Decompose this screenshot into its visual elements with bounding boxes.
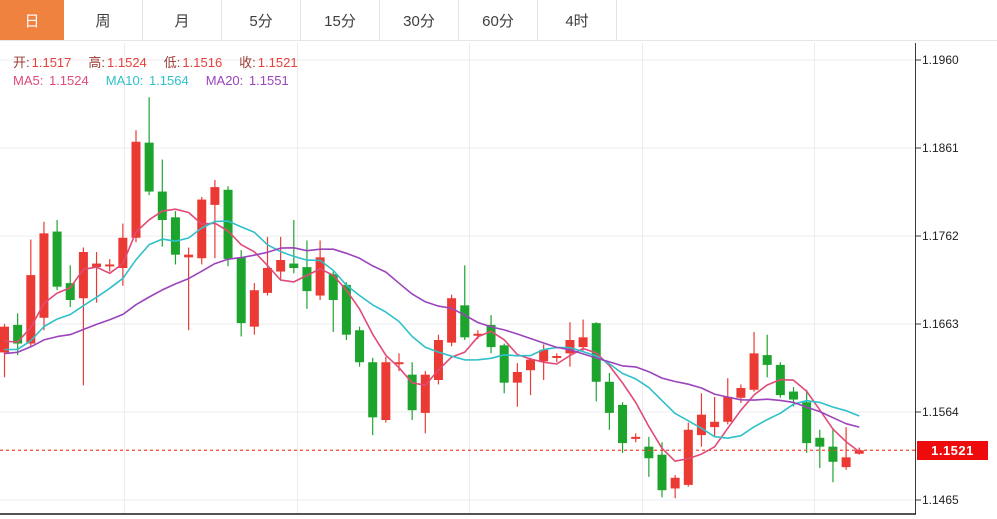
timeframe-tabbar: 日周月 5分 15分 30分 60分 4时 — [0, 0, 997, 41]
ohlc-legend: 开: 1.1517 高: 1.1524 低: 1.1516 收: 1.1521 — [13, 52, 315, 71]
candle-body — [762, 355, 772, 365]
candle-body — [302, 267, 312, 292]
candle-body — [854, 450, 864, 454]
candle-body — [368, 362, 378, 418]
candle-body — [26, 275, 36, 344]
axes — [0, 43, 921, 515]
candle-body — [499, 345, 509, 383]
candle-body — [157, 191, 167, 220]
candle-body — [552, 356, 562, 358]
candle-body — [381, 362, 391, 420]
candles-layer — [0, 97, 864, 499]
candle-body — [118, 237, 128, 268]
candle-body — [841, 457, 851, 468]
candle-body — [539, 349, 549, 362]
tab-4hour[interactable]: 4时 — [538, 0, 617, 40]
candle-body — [631, 436, 641, 439]
candle-body — [644, 446, 654, 459]
tab-week[interactable]: 周 — [64, 0, 143, 40]
candle-body — [604, 381, 614, 413]
candle-body — [276, 260, 286, 272]
tab-15min[interactable]: 15分 — [301, 0, 380, 40]
candle-body — [828, 446, 838, 462]
tab-day[interactable]: 日 — [0, 0, 64, 40]
candle-body — [433, 340, 443, 380]
tab-5min[interactable]: 5分 — [222, 0, 301, 40]
candle-body — [618, 404, 628, 444]
candle-body — [657, 454, 667, 491]
candle-body — [184, 254, 194, 258]
candle-body — [249, 290, 259, 327]
candle-body — [460, 305, 470, 338]
candle-body — [486, 324, 496, 348]
candle-body — [289, 263, 299, 268]
ma20-readout: MA20: 1.1551 — [205, 73, 289, 88]
candle-body — [394, 362, 404, 365]
candle-body — [13, 324, 23, 344]
y-axis-label: 1.1564 — [922, 405, 959, 419]
candle-body — [236, 257, 246, 324]
candle-body — [670, 477, 680, 489]
ma10-line — [4, 220, 860, 440]
candle-body — [789, 391, 798, 400]
candle-body — [473, 333, 483, 336]
close-readout: 收: 1.1521 — [239, 55, 298, 70]
candlestick-chart[interactable] — [0, 40, 997, 519]
candle-body — [736, 388, 746, 398]
candle-body — [263, 268, 272, 293]
candle-body — [802, 402, 812, 444]
y-axis-label: 1.1861 — [922, 141, 959, 155]
candle-body — [407, 374, 417, 411]
candle-body — [210, 187, 220, 205]
candle-body — [39, 233, 49, 318]
ma20-line — [4, 247, 860, 428]
high-readout: 高: 1.1524 — [88, 55, 147, 70]
current-price-tag: 1.1521 — [917, 440, 988, 460]
tab-60min[interactable]: 60分 — [459, 0, 538, 40]
candle-body — [0, 326, 9, 353]
candle-body — [105, 264, 115, 267]
y-axis-label: 1.1762 — [922, 229, 959, 243]
candle-body — [578, 337, 588, 348]
candle-body — [65, 283, 75, 300]
candle-body — [315, 257, 325, 296]
candle-body — [420, 374, 430, 413]
candle-body — [144, 142, 154, 192]
candle-body — [512, 372, 522, 383]
candle-body — [355, 330, 365, 363]
ma-legend: MA5: 1.1524 MA10: 1.1564 MA20: 1.1551 — [13, 73, 306, 88]
low-readout: 低: 1.1516 — [163, 55, 223, 70]
candle-body — [526, 359, 535, 371]
candle-body — [683, 429, 693, 485]
ma10-readout: MA10: 1.1564 — [105, 73, 189, 88]
candle-body — [92, 263, 102, 268]
tab-month[interactable]: 月 — [143, 0, 222, 40]
candle-body — [131, 141, 141, 238]
candle-body — [815, 437, 825, 447]
candle-body — [710, 421, 720, 428]
candle-body — [52, 231, 62, 287]
candle-body — [565, 340, 575, 354]
candle-body — [723, 396, 733, 422]
y-axis-label: 1.1663 — [922, 317, 959, 331]
gridlines — [0, 43, 915, 514]
candle-body — [341, 284, 351, 335]
candle-body — [328, 274, 338, 300]
candle-body — [78, 252, 88, 299]
y-axis-label: 1.1465 — [922, 493, 959, 507]
tab-30min[interactable]: 30分 — [380, 0, 459, 40]
candle-body — [447, 298, 457, 343]
ma5-readout: MA5: 1.1524 — [13, 73, 89, 88]
candle-body — [170, 217, 180, 255]
candle-body — [749, 353, 759, 390]
chart-area: 开: 1.1517 高: 1.1524 低: 1.1516 收: 1.1521 MA5: 1.… — [0, 40, 997, 519]
y-axis-label: 1.1960 — [922, 53, 959, 67]
candle-body — [223, 189, 233, 260]
candle-body — [696, 414, 706, 436]
ma5-line — [4, 208, 860, 463]
open-readout: 开: 1.1517 — [13, 55, 72, 70]
